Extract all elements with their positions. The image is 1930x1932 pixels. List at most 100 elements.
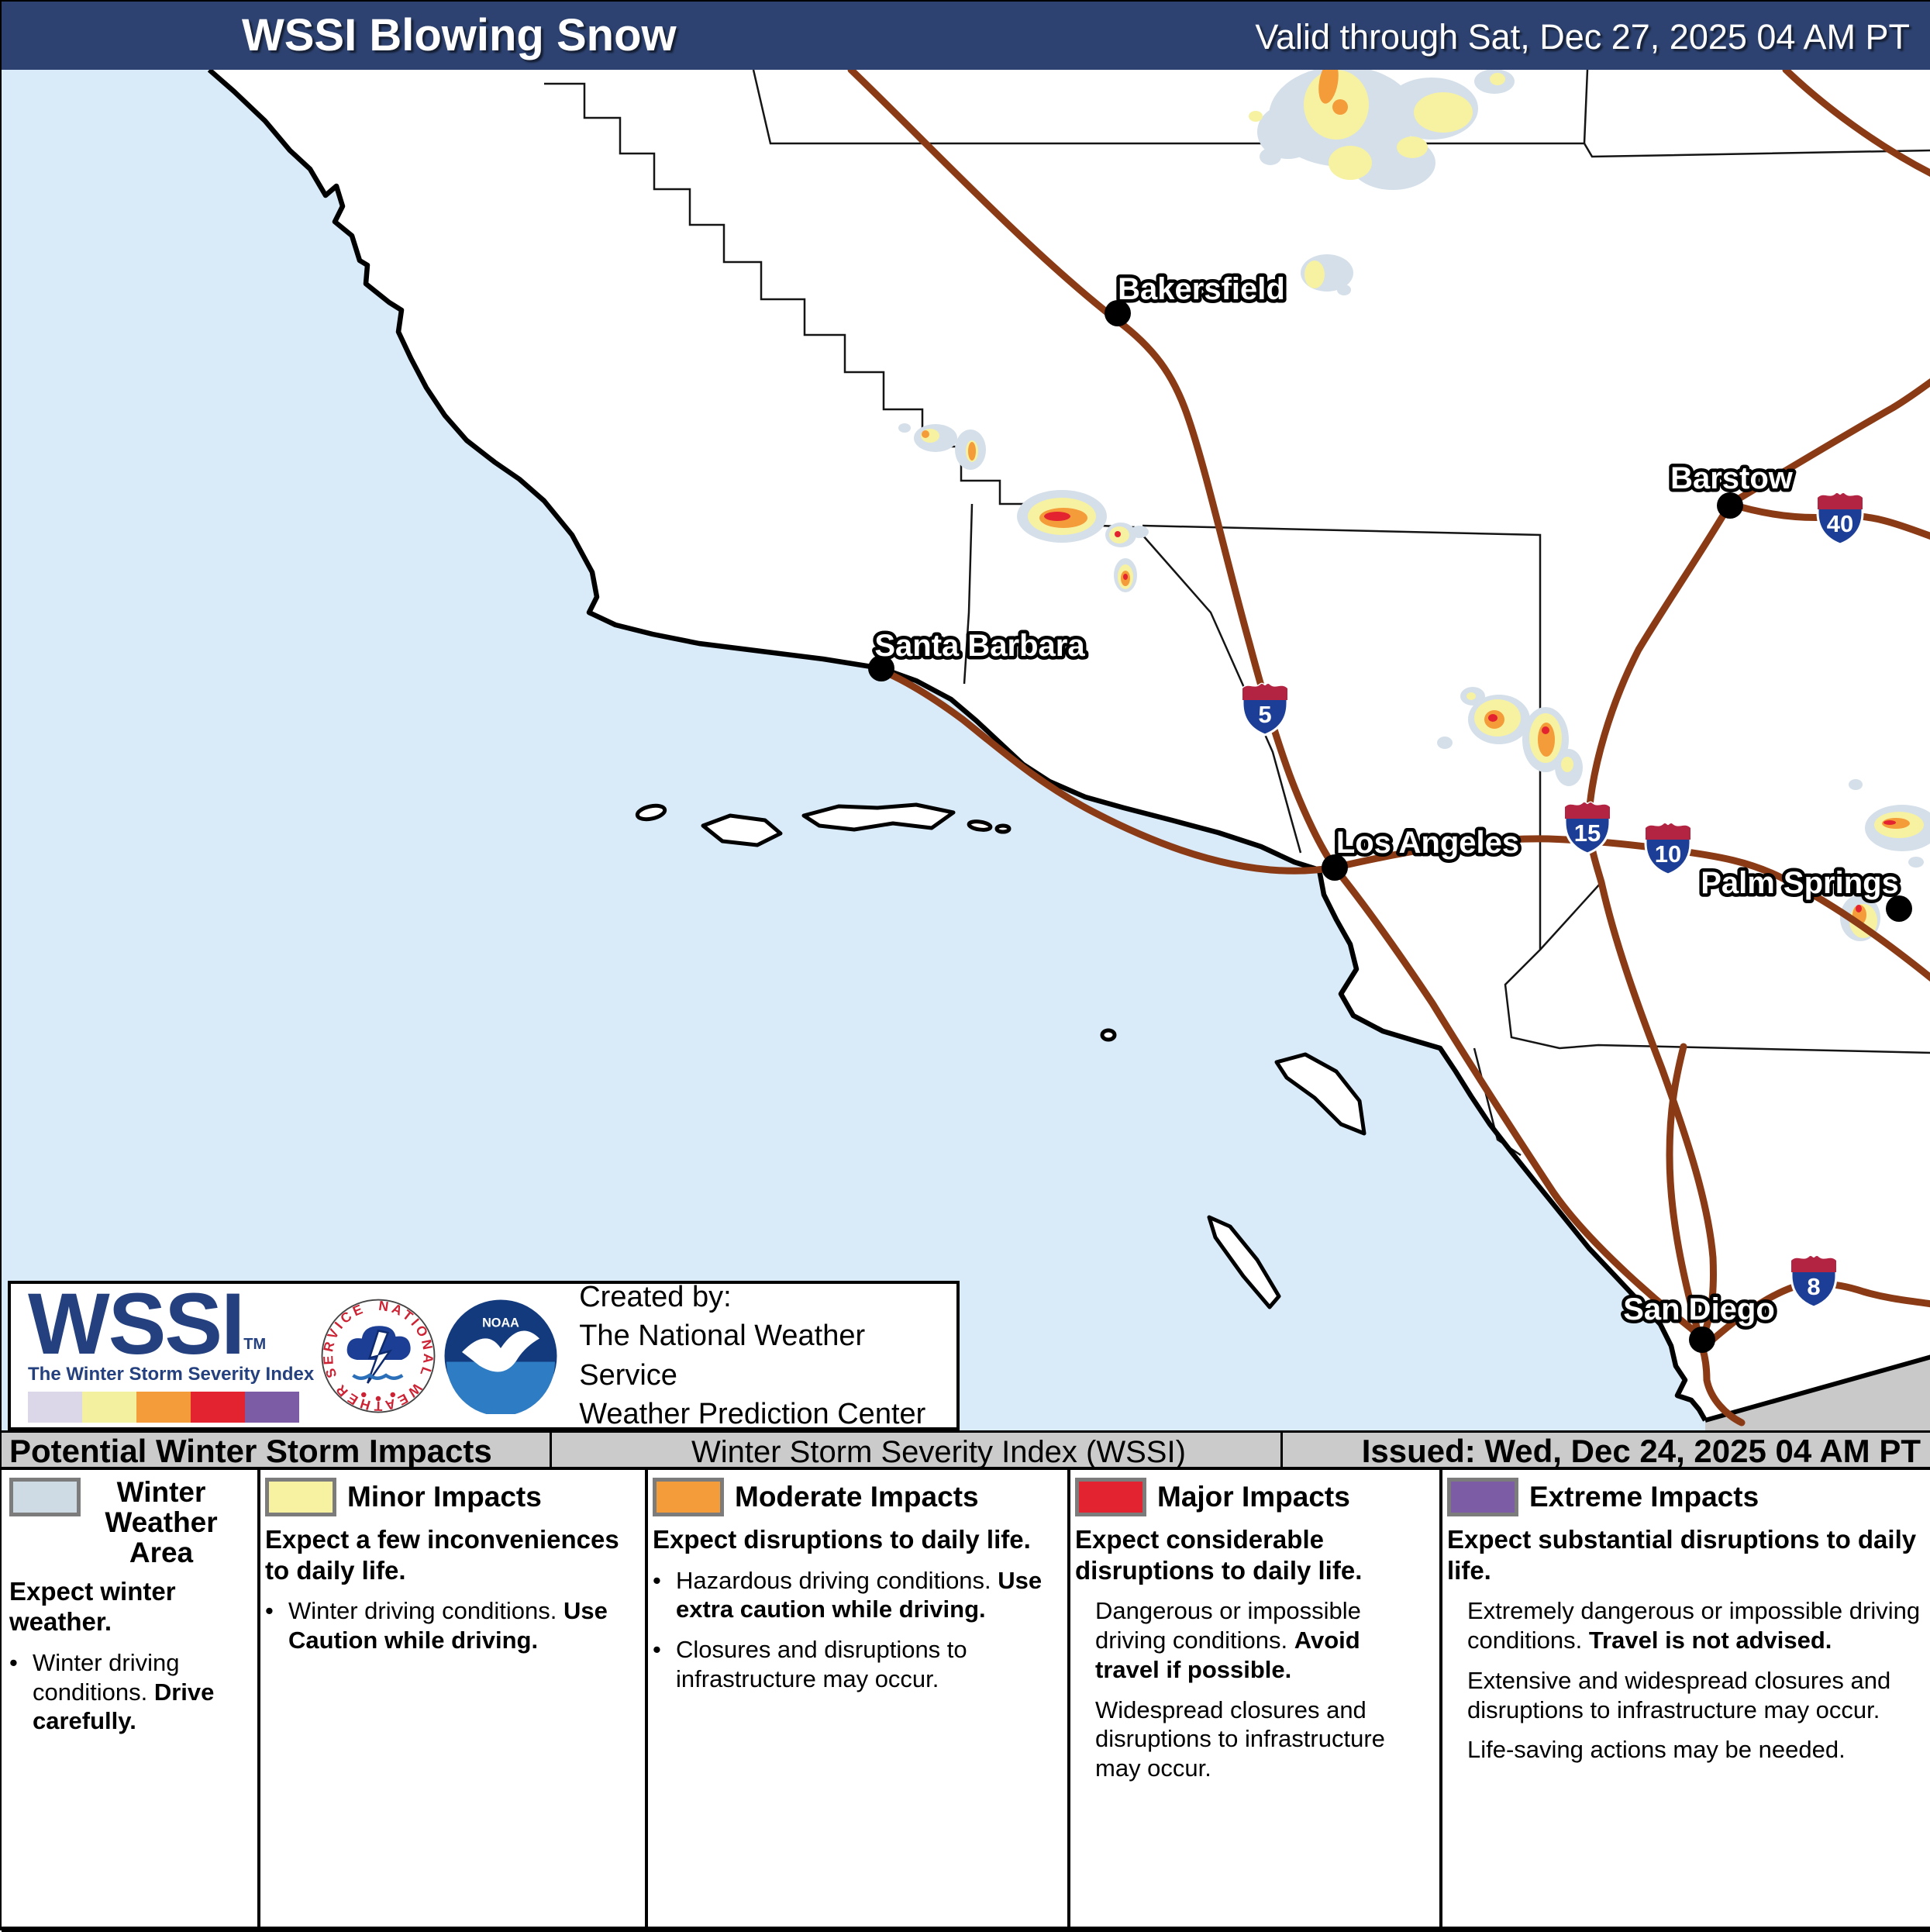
us-mexico-border bbox=[1704, 1354, 1930, 1423]
legend-item: Life-saving actions may be needed. bbox=[1447, 1735, 1921, 1765]
noaa-logo-icon: NOAA bbox=[444, 1299, 557, 1414]
issued-bar-title: Potential Winter Storm Impacts bbox=[9, 1433, 492, 1469]
legend-divider bbox=[1439, 1470, 1442, 1927]
coastline bbox=[207, 70, 1708, 1422]
issued-timestamp: Issued: Wed, Dec 24, 2025 04 AM PT bbox=[1361, 1433, 1921, 1469]
legend-bullet: • Hazardous driving conditions. Use extr… bbox=[653, 1566, 1056, 1625]
page-title: WSSI Blowing Snow bbox=[242, 10, 677, 60]
strip-minor bbox=[82, 1392, 136, 1423]
issued-bar-subtitle: Winter Storm Severity Index (WSSI) bbox=[691, 1435, 1186, 1469]
bullet-text-bold: Drive carefully. bbox=[33, 1678, 215, 1735]
item-text-bold: Travel is not advised. bbox=[1588, 1627, 1832, 1654]
wssi-color-strip bbox=[28, 1392, 314, 1423]
bullet-dot: • bbox=[653, 1566, 661, 1594]
city-label-bakersfield: Bakersfield bbox=[1118, 272, 1285, 306]
legend-panel-minor: Minor Impacts Expect a few inconvenience… bbox=[257, 1470, 645, 1927]
channel-islands bbox=[635, 802, 1367, 1309]
panel-intro: Expect winter weather. bbox=[9, 1576, 176, 1637]
bullet-dot: • bbox=[653, 1636, 661, 1664]
bullet-text: Closures and disruptions to infrastructu… bbox=[676, 1636, 967, 1693]
city-label-santa-barbara: Santa Barbara bbox=[874, 629, 1085, 663]
legend-panel-extreme: Extreme Impacts Expect substantial disru… bbox=[1439, 1470, 1930, 1927]
strip-major bbox=[191, 1392, 245, 1423]
city-label-san-diego: San Diego bbox=[1623, 1292, 1775, 1327]
strip-moderate bbox=[136, 1392, 191, 1423]
legend-divider bbox=[645, 1470, 648, 1927]
legend-bullet: • Closures and disruptions to infrastruc… bbox=[653, 1635, 1056, 1694]
wssi-logo-box: WSSITM The Winter Storm Severity Index N… bbox=[8, 1278, 960, 1433]
legend-item: Extensive and widespread closures and di… bbox=[1447, 1666, 1921, 1725]
legend-item: Extremely dangerous or impossible drivin… bbox=[1447, 1596, 1921, 1655]
legend-divider bbox=[1067, 1470, 1070, 1927]
item-text-bold: Avoid travel if possible. bbox=[1095, 1627, 1360, 1683]
interstate-shield-8: 8 bbox=[1790, 1254, 1838, 1309]
bullet-dot: • bbox=[9, 1648, 18, 1676]
panel-title: Major Impacts bbox=[1157, 1480, 1350, 1513]
panel-intro: Expect considerable disruptions to daily… bbox=[1075, 1525, 1363, 1585]
header-bar: WSSI Blowing Snow Valid through Sat, Dec… bbox=[2, 2, 1930, 70]
noaa-label: NOAA bbox=[482, 1316, 519, 1330]
item-text: Extensive and widespread closures and di… bbox=[1467, 1666, 1891, 1723]
panel-intro: Expect substantial disruptions to daily … bbox=[1447, 1525, 1917, 1585]
city-label-barstow: Barstow bbox=[1670, 461, 1794, 495]
interstate-shield-40: 40 bbox=[1816, 492, 1864, 546]
valid-through-label: Valid through Sat, Dec 27, 2025 04 AM PT bbox=[1255, 17, 1910, 57]
item-text: Dangerous or impossible driving conditio… bbox=[1095, 1597, 1361, 1654]
city-dots bbox=[868, 300, 1912, 1353]
wssi-tagline: The Winter Storm Severity Index bbox=[28, 1364, 315, 1385]
legend-item: Widespread closures and disruptions to i… bbox=[1075, 1696, 1429, 1783]
interstate-shield-15: 15 bbox=[1563, 801, 1611, 855]
legend-divider bbox=[257, 1470, 260, 1927]
bullet-dot: • bbox=[265, 1597, 274, 1625]
legend-item: Dangerous or impossible driving conditio… bbox=[1075, 1596, 1429, 1684]
bar-divider bbox=[550, 1433, 552, 1467]
moderate-impacts-swatch bbox=[653, 1478, 724, 1516]
panel-title: Minor Impacts bbox=[347, 1480, 542, 1513]
panel-title: Extreme Impacts bbox=[1529, 1480, 1759, 1513]
panel-intro: Expect disruptions to daily life. bbox=[653, 1525, 1031, 1554]
city-label-los-angeles: Los Angeles bbox=[1336, 826, 1519, 860]
nws-logo-icon: NATIONAL WEATHER SERVICE bbox=[320, 1298, 436, 1413]
shield-number: 10 bbox=[1655, 840, 1681, 868]
panel-title: Winter Weather Area bbox=[105, 1476, 218, 1568]
created-by-block: Created by: The National Weather Service… bbox=[579, 1278, 956, 1433]
strip-winter-weather bbox=[28, 1392, 82, 1423]
bar-divider bbox=[1280, 1433, 1283, 1467]
pacific-ocean bbox=[2, 70, 1705, 1430]
map-area[interactable]: 5 15 10 40 8 bbox=[2, 70, 1930, 1430]
legend-panel-major: Major Impacts Expect considerable disrup… bbox=[1067, 1470, 1439, 1927]
org-line-2: Weather Prediction Center bbox=[579, 1397, 926, 1430]
impact-areas bbox=[898, 70, 1930, 941]
interstate-shield-5: 5 bbox=[1241, 682, 1289, 737]
legend: Winter Weather Area Expect winter weathe… bbox=[2, 1470, 1930, 1932]
created-by-line: Created by: bbox=[579, 1281, 732, 1314]
shield-number: 40 bbox=[1827, 510, 1853, 537]
bullet-text-bold: Use Caution while driving. bbox=[288, 1597, 608, 1654]
shield-number: 8 bbox=[1807, 1273, 1820, 1300]
item-text: Widespread closures and disruptions to i… bbox=[1095, 1696, 1385, 1782]
legend-panel-winter-weather-area: Winter Weather Area Expect winter weathe… bbox=[2, 1470, 257, 1927]
org-line-1: The National Weather Service bbox=[579, 1320, 866, 1392]
wssi-wordmark: WSSI bbox=[28, 1275, 245, 1372]
map-svg: 5 15 10 40 8 bbox=[2, 70, 1930, 1430]
legend-panel-moderate: Moderate Impacts Expect disruptions to d… bbox=[645, 1470, 1067, 1927]
shield-number: 15 bbox=[1574, 819, 1601, 847]
extreme-impacts-swatch bbox=[1447, 1478, 1518, 1516]
issued-bar: Potential Winter Storm Impacts Winter St… bbox=[2, 1430, 1930, 1470]
item-text: Life-saving actions may be needed. bbox=[1467, 1736, 1846, 1764]
panel-title: Moderate Impacts bbox=[735, 1480, 979, 1513]
interstate-shield-10: 10 bbox=[1644, 822, 1692, 876]
wssi-trademark: TM bbox=[243, 1335, 267, 1353]
mexico-area bbox=[1705, 1357, 1930, 1430]
wssi-wordmark-block: WSSITM The Winter Storm Severity Index bbox=[11, 1280, 315, 1423]
winter-weather-area-swatch bbox=[9, 1478, 81, 1516]
minor-impacts-swatch bbox=[265, 1478, 336, 1516]
legend-bullet: • Winter driving conditions. Use Caution… bbox=[265, 1596, 634, 1655]
item-text: Extremely dangerous or impossible drivin… bbox=[1467, 1597, 1921, 1654]
strip-extreme bbox=[245, 1392, 299, 1423]
bullet-text: Winter driving conditions. bbox=[33, 1648, 180, 1706]
city-label-palm-springs: Palm Springs bbox=[1701, 866, 1899, 900]
shield-number: 5 bbox=[1258, 701, 1271, 728]
bullet-text: Winter driving conditions. bbox=[288, 1597, 563, 1625]
